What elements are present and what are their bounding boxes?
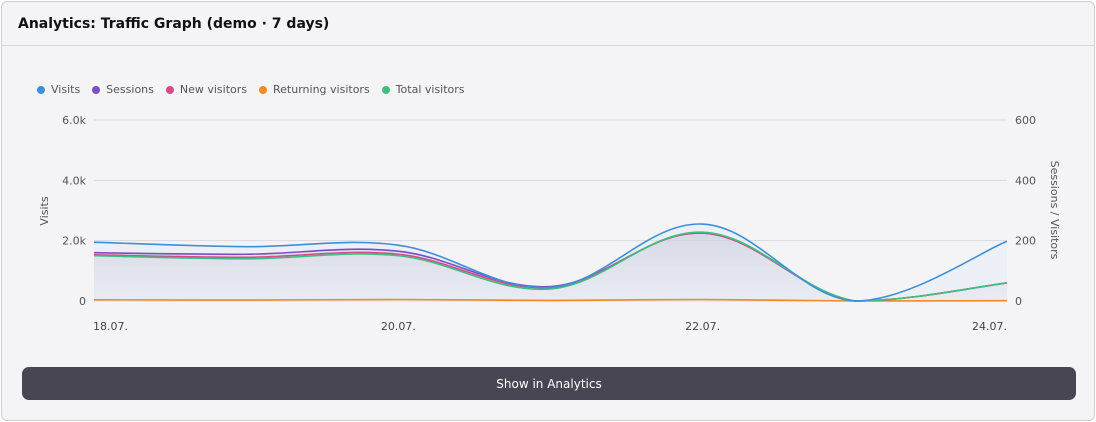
area-shading [94, 233, 1007, 301]
legend-label: Total visitors [395, 83, 465, 96]
y-axis-label-left: Visits [38, 196, 51, 225]
legend-label: Returning visitors [273, 83, 370, 96]
chart-legend: Visits Sessions New visitors Returning v… [37, 83, 477, 96]
legend-label: New visitors [179, 83, 248, 96]
y-tick-label-left: 0 [79, 295, 86, 308]
legend-dot-icon [92, 85, 101, 94]
chart-canvas: 6.0k 600 4.0k 400 2.0k 200 0 0 18.07. 20.07. 22.07… [38, 114, 1061, 333]
x-tick-label: 18.07. [93, 320, 128, 333]
area-shading-visits [94, 224, 1007, 301]
legend-dot-icon [165, 85, 174, 94]
legend-label: Sessions [106, 83, 154, 96]
traffic-chart: 6.0k 600 4.0k 400 2.0k 200 0 0 18.07. 20.07. 22.07… [2, 46, 1094, 358]
legend-item-visits[interactable]: Visits [37, 83, 80, 96]
legend-item-new-visitors[interactable]: New visitors [165, 83, 248, 96]
legend-dot-icon [381, 85, 390, 94]
legend-dot-icon [37, 85, 45, 94]
y-tick-label-right: 400 [1015, 174, 1036, 187]
show-in-analytics-button[interactable]: Show in Analytics [22, 367, 1076, 400]
y-tick-label-right: 600 [1015, 114, 1036, 127]
y-tick-label-left: 6.0k [62, 114, 86, 127]
y-axis-label-right: Sessions / Visitors [1048, 161, 1061, 260]
y-tick-label-left: 4.0k [62, 174, 86, 187]
legend-item-returning-visitors[interactable]: Returning visitors [259, 83, 370, 96]
y-tick-label-right: 0 [1015, 295, 1022, 308]
y-tick-label-right: 200 [1015, 235, 1036, 248]
legend-item-total-visitors[interactable]: Total visitors [381, 83, 465, 96]
card-title: Analytics: Traffic Graph (demo · 7 days) [2, 2, 1094, 46]
x-tick-label: 22.07. [685, 320, 720, 333]
x-tick-label: 20.07. [381, 320, 416, 333]
legend-label: Visits [51, 83, 81, 96]
axis-ticks: 6.0k 600 4.0k 400 2.0k 200 0 0 18.07. 20.07. 22.07… [62, 114, 1036, 333]
area-fill [94, 224, 1007, 301]
y-tick-label-left: 2.0k [62, 235, 86, 248]
series-line-visits[interactable] [93, 223, 1008, 302]
series-lines [93, 223, 1008, 302]
legend-dot-icon [259, 85, 268, 94]
x-tick-label: 24.07. [972, 320, 1007, 333]
legend-item-sessions[interactable]: Sessions [92, 83, 154, 96]
